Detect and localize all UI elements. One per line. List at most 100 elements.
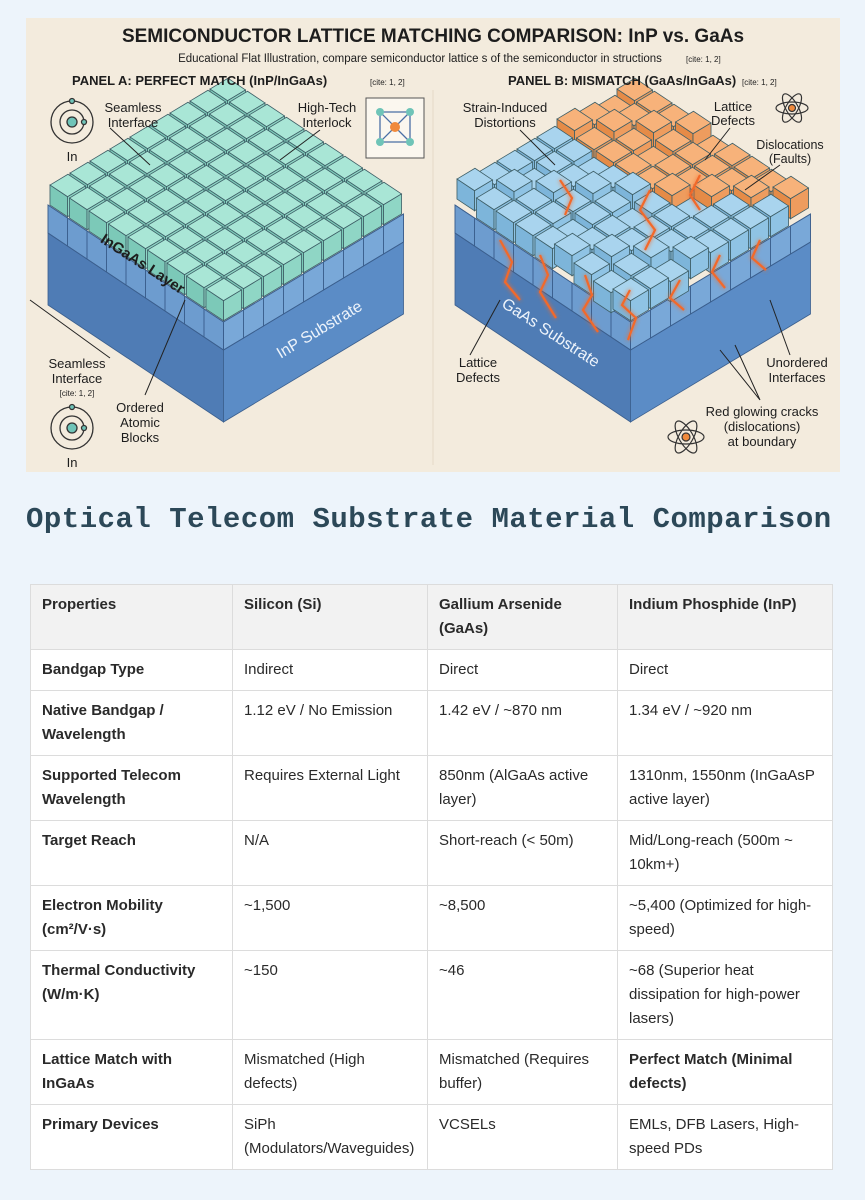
- layer-cell: [610, 308, 631, 351]
- table-cell: ~5,400 (Optimized for high-speed): [617, 885, 833, 951]
- label-line: High-Tech: [298, 100, 357, 115]
- label-line: Red glowing cracks: [706, 404, 819, 419]
- comparison-table: Properties Silicon (Si) Gallium Arsenide (…: [30, 584, 833, 1170]
- label: Red glowing cracks (dislocations) at bound…: [706, 404, 819, 449]
- table-cell: ~68 (Superior heat dissipation for high-…: [617, 950, 833, 1040]
- label: Dislocations (Faults): [756, 138, 823, 166]
- atom-icon: [50, 97, 94, 450]
- illustration-title: SEMICONDUCTOR LATTICE MATCHING COMPARISO…: [122, 26, 744, 47]
- header-row: Properties Silicon (Si) Gallium Arsenide (…: [30, 584, 833, 650]
- label-line: (Faults): [769, 152, 811, 166]
- table-cell: 1.34 eV / ~920 nm: [617, 690, 833, 756]
- cube-side: [750, 217, 769, 250]
- table-cell: ~8,500: [427, 885, 618, 951]
- header-cell: Gallium Arsenide (GaAs): [427, 584, 618, 650]
- label-line: Seamless: [48, 356, 106, 371]
- table-cell: Mismatched (High defects): [232, 1039, 428, 1105]
- label-line: Strain-Induced: [463, 100, 548, 115]
- table-cell: EMLs, DFB Lasers, High-speed PDs: [617, 1104, 833, 1170]
- label-line: Unordered: [766, 355, 827, 370]
- header-cell: Indium Phosphide (InP): [617, 584, 833, 650]
- label-line: Interface: [108, 115, 159, 130]
- table-cell: 1.12 eV / No Emission: [232, 690, 428, 756]
- table-cell: Perfect Match (Minimal defects): [617, 1039, 833, 1105]
- interlock-icon: [365, 97, 425, 159]
- table-cell: Target Reach: [30, 820, 233, 886]
- crack: [710, 254, 726, 289]
- label: Unordered Interfaces: [766, 355, 827, 385]
- label-line: Atomic: [120, 415, 160, 430]
- table-cell: Lattice Match with InGaAs: [30, 1039, 233, 1105]
- cube-side: [343, 217, 362, 250]
- table-row: Target Reach N/A Short-reach (< 50m) Mid/Lo…: [30, 820, 833, 886]
- table-cell: Direct: [427, 649, 618, 691]
- label: Lattice Defects: [711, 99, 756, 128]
- label: Ordered Atomic Blocks: [116, 400, 164, 445]
- label: Lattice Defects: [456, 355, 501, 385]
- crack: [559, 179, 574, 216]
- panel-heading: PANEL A: PERFECT MATCH (InP/InGaAs): [72, 73, 327, 88]
- label-line: Interface: [52, 371, 103, 386]
- illustration-subtitle: Educational Flat Illustration, compare s…: [178, 53, 662, 65]
- table-cell: ~150: [232, 950, 428, 1040]
- table-row: Supported Telecom Wavelength Requires Ext…: [30, 755, 833, 821]
- cite: [cite: 1, 2]: [60, 389, 95, 398]
- table-cell: Primary Devices: [30, 1104, 233, 1170]
- table-row: Lattice Match with InGaAs Mismatched (Hig…: [30, 1039, 833, 1105]
- table-row: Native Bandgap / Wavelength 1.12 eV / No …: [30, 690, 833, 756]
- cube-side: [650, 277, 669, 310]
- table-cell: Mismatched (Requires buffer): [427, 1039, 618, 1105]
- table-cell: VCSELs: [427, 1104, 618, 1170]
- cube-side: [363, 205, 382, 238]
- table-cell: Direct: [617, 649, 833, 691]
- illustration: SEMICONDUCTOR LATTICE MATCHING COMPARISO…: [26, 18, 840, 472]
- header-cell: Properties: [30, 584, 233, 650]
- panel-heading: PANEL B: MISMATCH (GaAs/InGaAs): [508, 73, 736, 88]
- cube-side: [790, 187, 809, 220]
- label-line: at boundary: [728, 434, 797, 449]
- atom-label: In: [67, 455, 78, 470]
- table-cell: 1310nm, 1550nm (InGaAsP active layer): [617, 755, 833, 821]
- table-cell: Requires External Light: [232, 755, 428, 821]
- atom-label: In: [67, 149, 78, 164]
- table-cell: Bandgap Type: [30, 649, 233, 691]
- label-line: (dislocations): [724, 419, 801, 434]
- layer-cell: [203, 308, 224, 351]
- cite: [cite: 1, 2]: [686, 55, 721, 64]
- cube-side: [263, 265, 282, 298]
- label-line: Ordered: [116, 400, 164, 415]
- cite: [cite: 1, 2]: [742, 78, 777, 87]
- label-line: Dislocations: [756, 138, 823, 152]
- table-row: Electron Mobility (cm²/V·s) ~1,500 ~8,500 ~…: [30, 885, 833, 951]
- label-line: Distortions: [474, 115, 536, 130]
- table-cell: Thermal Conductivity (W/m·K): [30, 950, 233, 1040]
- table-cell: Native Bandgap / Wavelength: [30, 690, 233, 756]
- label-line: Defects: [456, 370, 501, 385]
- cube-side: [730, 229, 749, 262]
- label-line: Defects: [711, 113, 756, 128]
- table-cell: Supported Telecom Wavelength: [30, 755, 233, 821]
- cube-side: [770, 205, 789, 238]
- header-cell: Silicon (Si): [232, 584, 428, 650]
- table-cell: N/A: [232, 820, 428, 886]
- table-cell: Indirect: [232, 649, 428, 691]
- label-line: Lattice: [459, 355, 497, 370]
- label: Strain-Induced Distortions: [463, 100, 548, 130]
- table-cell: Mid/Long-reach (500m ~ 10km+): [617, 820, 833, 886]
- atom-icon: [667, 93, 809, 454]
- crack: [688, 174, 701, 211]
- cube-side: [383, 193, 402, 226]
- callout-lines: [29, 127, 791, 401]
- table-cell: Electron Mobility (cm²/V·s): [30, 885, 233, 951]
- label-line: Seamless: [104, 100, 162, 115]
- table-cell: ~46: [427, 950, 618, 1040]
- crack: [538, 254, 557, 319]
- layer-cell: [383, 213, 404, 255]
- section-heading: Optical Telecom Substrate Material Compa…: [26, 503, 832, 536]
- table-row: Bandgap Type Indirect Direct Direct: [30, 649, 833, 691]
- crack: [638, 189, 657, 251]
- crack: [750, 239, 767, 271]
- label: High-Tech Interlock: [298, 100, 357, 130]
- crack: [620, 289, 638, 341]
